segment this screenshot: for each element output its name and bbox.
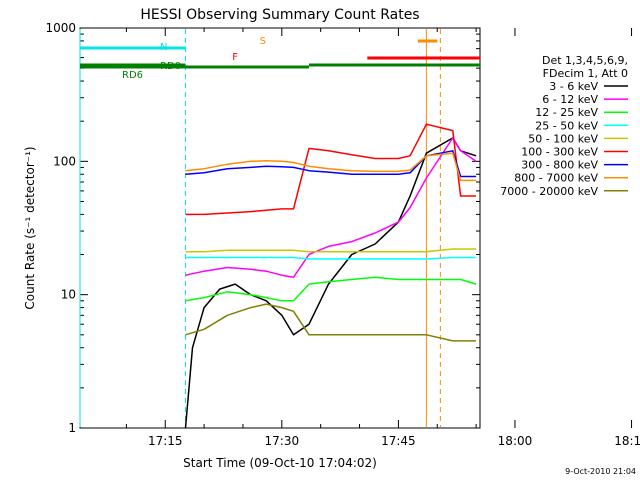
y-tick-label: 1: [68, 421, 76, 435]
legend-header: Det 1,3,4,5,6,9,: [542, 54, 628, 67]
x-axis-label: Start Time (09-Oct-10 17:04:02): [183, 456, 377, 470]
series-line-0: [184, 137, 477, 429]
flag-label-f: F: [232, 52, 238, 63]
plot-frame: [79, 27, 481, 429]
chart-title: HESSI Observing Summary Count Rates: [140, 7, 419, 23]
y-axis-label: Count Rate (s⁻¹ detector⁻¹): [23, 146, 37, 309]
x-tick-label: 18:15: [614, 434, 640, 448]
x-tick-label: 17:15: [148, 434, 183, 448]
legend-entry: 6 - 12 keV: [542, 93, 598, 106]
flag-label-n: N: [160, 42, 167, 53]
legend-entry: 800 - 7000 keV: [514, 172, 598, 185]
y-tick-label: 1000: [45, 21, 76, 35]
legend-entry: 25 - 50 keV: [535, 119, 598, 132]
x-tick-label: 17:45: [381, 434, 416, 448]
series-line-3: [185, 256, 477, 260]
legend-entry: 100 - 300 keV: [521, 146, 598, 159]
legend-entry: 7000 - 20000 keV: [500, 185, 598, 198]
legend-entry: 12 - 25 keV: [535, 106, 598, 119]
footer-date: 9-Oct-2010 21:04: [565, 467, 636, 476]
series-line-8: [185, 303, 477, 342]
x-tick-label: 17:30: [265, 434, 300, 448]
legend-entry: 50 - 100 keV: [528, 132, 598, 145]
series-line-7: [185, 152, 477, 182]
legend-entry: 3 - 6 keV: [549, 80, 598, 93]
series-line-2: [185, 276, 477, 302]
series-line-4: [185, 248, 477, 253]
flag-label-rd6: RD6: [122, 70, 143, 81]
legend-entry: 300 - 800 keV: [521, 159, 598, 172]
x-tick-label: 18:00: [498, 434, 533, 448]
y-tick-label: 100: [53, 154, 76, 168]
legend-header: FDecim 1, Att 0: [543, 67, 628, 80]
plot-area: 110100100017:1517:3017:4518:0018:1518:30…: [45, 21, 640, 448]
series-line-5: [185, 123, 477, 216]
flag-label-s: S: [260, 36, 266, 47]
series-line-6: [185, 150, 477, 178]
y-tick-label: 10: [61, 288, 76, 302]
series-line-1: [185, 137, 477, 279]
